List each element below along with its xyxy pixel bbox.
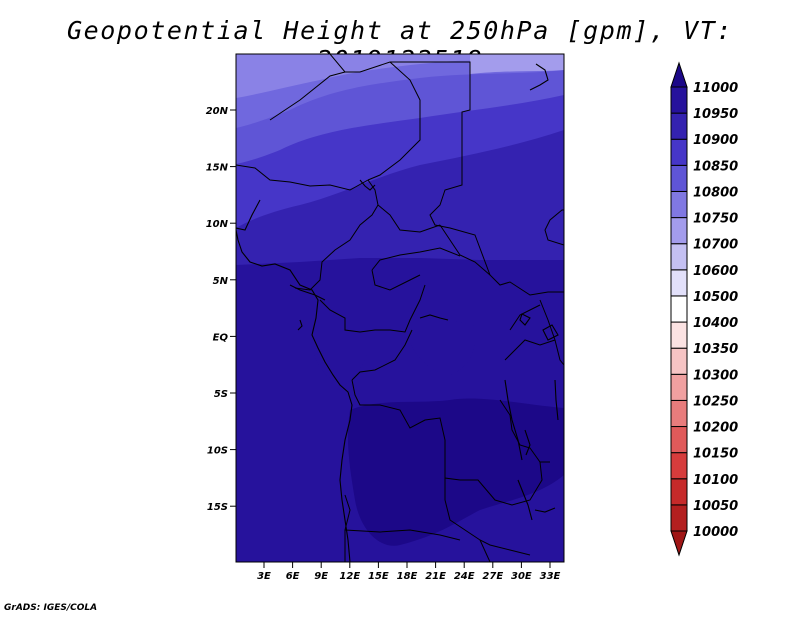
colorbar-level-label: 10300 (693, 368, 738, 383)
lat-label: 5S (214, 389, 228, 400)
colorbar-level-label: 10900 (693, 133, 738, 148)
colorbar-segment (670, 217, 688, 245)
latitude-axis: 20N 15N 10N 5N EQ 5S 10S 15S (206, 106, 236, 513)
lon-label: 18E (397, 571, 418, 582)
colorbar-level-label: 10500 (693, 290, 738, 305)
colorbar-level-label: 10850 (693, 159, 738, 174)
colorbar-segment (670, 478, 688, 506)
colorbar-level-label: 10800 (693, 185, 738, 200)
longitude-axis: 3E 6E 9E 12E 15E 18E 21E 24E 27E 30E 33E (257, 562, 561, 582)
colorbar-level-label: 10100 (693, 473, 738, 488)
lon-label: 3E (257, 571, 271, 582)
colorbar-segment (670, 426, 688, 454)
interior-patches (311, 319, 476, 385)
colorbar-level-label: 10950 (693, 107, 738, 122)
colorbar-segment (670, 295, 688, 323)
colorbar-level-label: 10350 (693, 342, 738, 357)
lon-label: 27E (482, 571, 503, 582)
colorbar-level-label: 10150 (693, 447, 738, 462)
map-frame (235, 53, 565, 563)
colorbar-segment (670, 269, 688, 297)
colorbar-segment (670, 164, 688, 192)
lat-label: 10N (206, 219, 229, 230)
colorbar-segment (670, 86, 688, 114)
colorbar-level-label: 10000 (693, 525, 738, 540)
colorbar-segment (670, 138, 688, 166)
lat-label: EQ (213, 332, 229, 343)
colorbar-level-label: 10700 (693, 238, 738, 253)
lon-label: 30E (511, 571, 532, 582)
lon-label: 21E (425, 571, 446, 582)
colorbar-lower-triangle (670, 530, 688, 557)
lat-label: 15S (207, 502, 228, 513)
band-10650 (470, 54, 564, 74)
lon-label: 24E (454, 571, 475, 582)
footer-credit: GrADS: IGES/COLA (4, 603, 98, 613)
band-10700 (236, 54, 564, 98)
colorbar-upper-triangle (670, 61, 688, 88)
colorbar-segment (670, 112, 688, 140)
colorbar-segment (670, 347, 688, 375)
lat-label: 20N (206, 106, 229, 117)
colorbar-segment (670, 504, 688, 532)
colorbar: 10000 10050 10100 10150 10200 10250 10300 10350… (670, 61, 738, 557)
lon-label: 12E (339, 571, 360, 582)
colorbar-segment (670, 399, 688, 428)
lon-label: 6E (286, 571, 300, 582)
colorbar-segment (670, 373, 688, 401)
map-field (236, 54, 564, 562)
lat-label: 15N (206, 163, 229, 174)
lon-label: 33E (540, 571, 561, 582)
lat-label: 10S (207, 446, 228, 457)
lat-label: 5N (213, 276, 229, 287)
lon-label: 15E (368, 571, 389, 582)
colorbar-level-label: 10050 (693, 499, 738, 514)
colorbar-level-label: 10250 (693, 394, 738, 409)
colorbar-level-label: 10750 (693, 212, 738, 227)
country-borders (236, 54, 564, 562)
colorbar-segment (670, 452, 688, 480)
colorbar-level-label: 11000 (693, 81, 738, 96)
lon-label: 9E (314, 571, 328, 582)
coastlines (236, 63, 559, 562)
colorbar-level-label: 10600 (693, 264, 738, 279)
colorbar-segment (670, 243, 688, 271)
colorbar-level-label: 10400 (693, 316, 738, 331)
band-11000 (347, 398, 564, 546)
colorbar-level-label: 10200 (693, 421, 738, 436)
colorbar-segment (670, 190, 688, 219)
colorbar-segment (670, 321, 688, 349)
